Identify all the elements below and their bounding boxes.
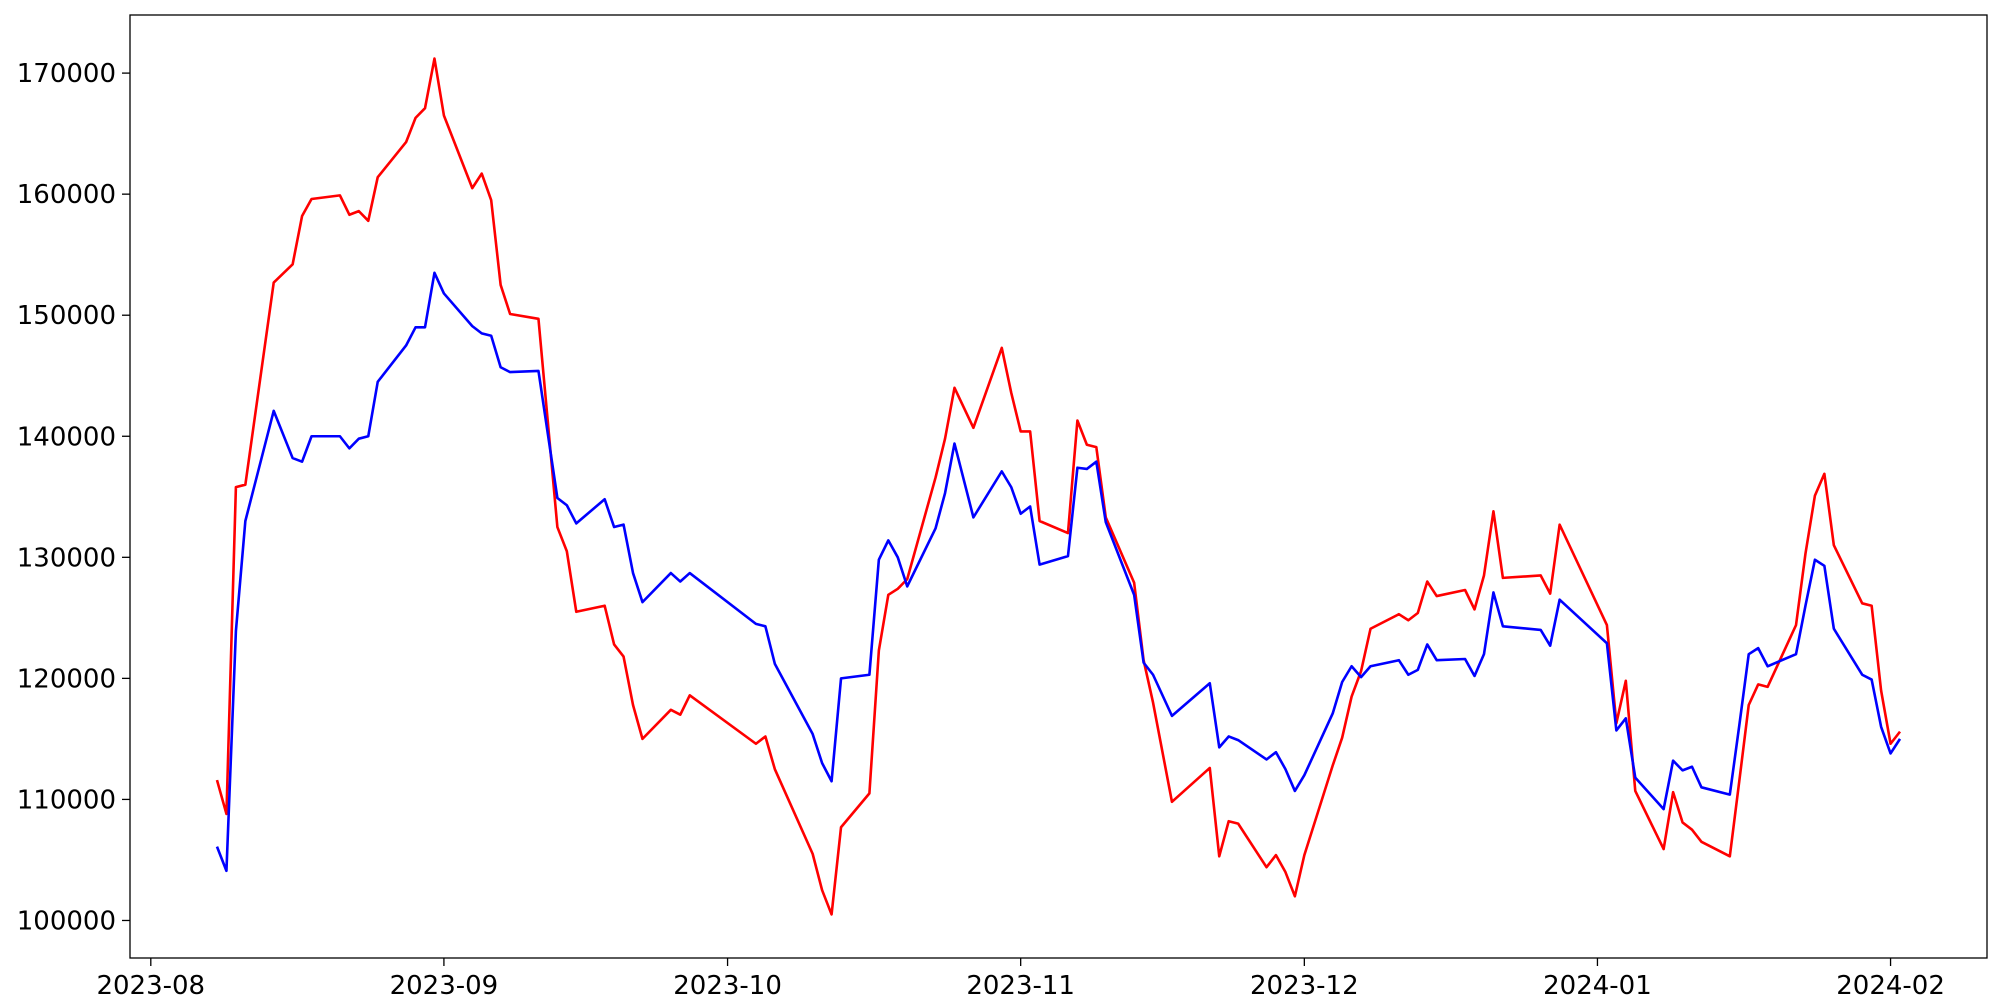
y-tick-label: 120000 (17, 664, 116, 694)
x-tick-label: 2023-08 (96, 971, 205, 1000)
y-tick-label: 150000 (17, 301, 116, 331)
plot-frame (129, 14, 1988, 959)
x-tick-label: 2023-11 (966, 971, 1075, 1000)
y-tick-label: 130000 (17, 543, 116, 573)
y-tick-label: 160000 (17, 180, 116, 210)
series-line (215, 57, 1902, 916)
y-tick-label: 170000 (17, 59, 116, 89)
x-tick-label: 2024-01 (1543, 971, 1652, 1000)
x-tick-label: 2023-12 (1250, 971, 1359, 1000)
x-tick-label: 2024-02 (1836, 971, 1945, 1000)
x-tick-label: 2023-09 (390, 971, 499, 1000)
y-tick-label: 140000 (17, 422, 116, 452)
y-tick-label: 100000 (17, 906, 116, 936)
y-tick-label: 110000 (17, 785, 116, 815)
x-tick-label: 2023-10 (673, 971, 782, 1000)
series-line (215, 271, 1902, 873)
